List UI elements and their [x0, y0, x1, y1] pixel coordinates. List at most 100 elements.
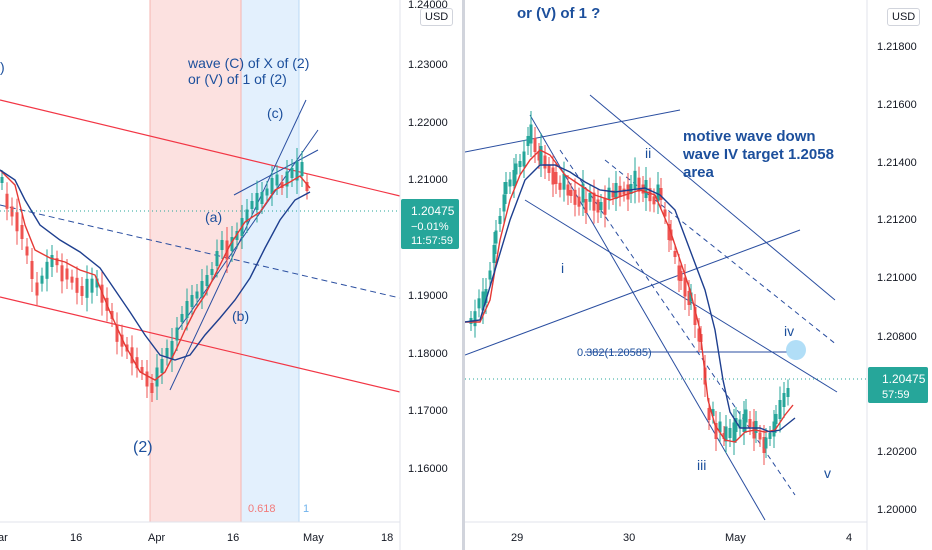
fib-618-label: 0.618: [248, 503, 276, 515]
candle-body: [786, 388, 790, 397]
channel-lower-line[interactable]: [0, 296, 401, 393]
candle-body: [693, 307, 697, 325]
candle-body: [250, 201, 254, 209]
candle-body: [40, 275, 44, 284]
price-tick-label: 1.22000: [408, 117, 448, 129]
price-tick-label: 1.21000: [877, 272, 917, 284]
left-price-axis[interactable]: 1.24000 1.23000 1.22000 1.21000 1.19000 1.180…: [408, 0, 448, 475]
top-question-label: or (V) of 1 ?: [517, 5, 600, 22]
candle-body: [533, 138, 537, 152]
right-price-axis[interactable]: 1.21800 1.21600 1.21400 1.21200 1.21000 1.208…: [877, 41, 917, 516]
fast-ma-line: [465, 149, 794, 443]
candle-body: [543, 155, 547, 169]
candle-body: [170, 341, 174, 359]
candle-body: [55, 258, 59, 266]
descending-line-1[interactable]: [589, 94, 836, 301]
candle-body: [492, 245, 496, 263]
descending-line-2[interactable]: [524, 199, 838, 393]
price-tick-label: 1.16000: [408, 463, 448, 475]
wave-c-label: (c): [267, 105, 283, 121]
left-chart-panel[interactable]: wave (C) of X of (2) or (V) of 1 of (2) …: [0, 0, 462, 550]
channel-mid-line[interactable]: [0, 204, 401, 299]
candle-body: [190, 295, 194, 307]
candle-body: [150, 383, 154, 393]
candle-body: [558, 182, 562, 190]
right-chart-panel[interactable]: or (V) of 1 ? motive wave down wave IV t…: [465, 0, 932, 550]
candle-body: [683, 277, 687, 297]
candle-body: [768, 433, 772, 439]
candle-body: [484, 289, 488, 303]
right-currency-button[interactable]: USD: [887, 8, 921, 26]
candle-body: [494, 230, 498, 244]
candle-body: [637, 177, 641, 192]
price-tick-label: 1.20200: [877, 446, 917, 458]
candle-body: [734, 418, 738, 432]
candle-body: [255, 193, 259, 210]
candle-body: [526, 136, 530, 146]
candle-body: [679, 271, 683, 281]
candle-body: [629, 184, 633, 194]
candle-body: [522, 151, 526, 167]
candle-body: [155, 367, 159, 387]
target-circle[interactable]: [786, 340, 806, 360]
candle-body: [529, 124, 533, 144]
candle-body: [778, 400, 782, 419]
candle-body: [70, 276, 74, 283]
candle-body: [185, 301, 189, 318]
wave-iii-label: iii: [697, 457, 706, 473]
candle-body: [265, 188, 269, 196]
candle-body: [718, 421, 722, 433]
motive-line2: wave IV target 1.2058: [682, 146, 834, 163]
channel-upper-line[interactable]: [0, 99, 401, 197]
candle-body: [554, 172, 558, 184]
candle-body: [504, 182, 508, 194]
candle-body: [498, 216, 502, 224]
panel-divider[interactable]: [462, 0, 465, 550]
candle-body: [220, 240, 224, 250]
candle-body: [758, 432, 762, 440]
candle-body: [195, 291, 199, 299]
candle-body: [663, 209, 667, 217]
candle-body: [762, 437, 766, 453]
candle-body: [648, 188, 652, 202]
candle-body: [145, 371, 149, 387]
candle-body: [5, 193, 9, 209]
candle-body: [175, 327, 179, 341]
upper-resistance-line[interactable]: [465, 109, 681, 153]
time-tick-label: 16: [70, 532, 82, 544]
time-tick-label: 16: [227, 532, 239, 544]
candle-body: [140, 367, 144, 373]
candle-body: [537, 151, 541, 161]
candle-body: [0, 177, 4, 183]
left-currency-button[interactable]: USD: [420, 8, 454, 26]
candle-body: [60, 265, 64, 282]
candle-body: [275, 174, 279, 186]
candle-body: [135, 357, 139, 369]
dashed-line-1[interactable]: [559, 149, 796, 496]
wave-2-label: (2): [133, 439, 153, 456]
candle-body: [728, 428, 732, 438]
wave-title-line2: or (V) of 1 of (2): [188, 71, 287, 87]
candle-body: [656, 184, 660, 202]
left-time-axis[interactable]: ar 16 Apr 16 May 18: [0, 532, 393, 544]
time-tick-label: ar: [0, 532, 8, 544]
candle-body: [599, 202, 603, 210]
candle-body: [738, 419, 742, 429]
rising-trend-line-3[interactable]: [233, 149, 319, 196]
slow-ma-line: [465, 164, 796, 433]
candle-body: [539, 146, 543, 164]
candle-body: [581, 183, 585, 203]
price-tick-label: 1.17000: [408, 405, 448, 417]
motive-line3: area: [683, 164, 715, 181]
candle-body: [514, 163, 518, 175]
candle-body: [200, 281, 204, 297]
last-price-change: −0.01%: [411, 221, 449, 233]
candle-body: [614, 183, 618, 199]
wave-v-label: v: [824, 465, 831, 481]
candle-body: [245, 209, 249, 223]
right-time-axis[interactable]: 29 30 May 4: [511, 532, 852, 544]
candle-body: [165, 348, 169, 357]
candle-body: [85, 278, 89, 298]
price-tick-label: 1.21400: [877, 157, 917, 169]
slow-ma-line: [0, 169, 311, 361]
